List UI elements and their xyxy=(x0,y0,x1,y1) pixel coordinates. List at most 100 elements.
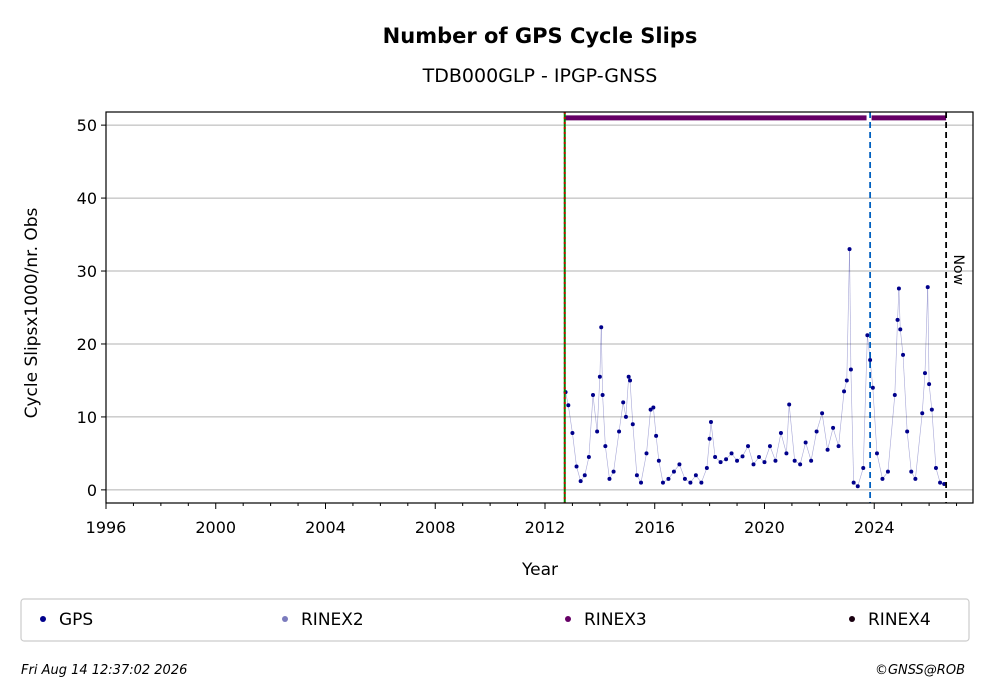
gps-point-40 xyxy=(718,460,723,465)
gps-connector-87 xyxy=(927,287,930,385)
gps-point-56 xyxy=(803,440,808,445)
gps-point-35 xyxy=(699,480,704,485)
gps-connector-12 xyxy=(602,395,606,447)
gps-point-58 xyxy=(814,429,819,434)
gps-point-81 xyxy=(905,429,910,434)
gps-point-41 xyxy=(724,457,729,462)
gps-point-74 xyxy=(880,476,885,481)
legend-label-rinex4: RINEX4 xyxy=(868,610,931,630)
gps-connector-78 xyxy=(897,288,900,320)
gps-point-11 xyxy=(600,393,605,398)
gps-connector-81 xyxy=(902,354,908,432)
x-axis-ticks: 1996 2000 2004 2008 2012 2016 2020 2024 xyxy=(86,503,958,537)
xtick-label-2004: 2004 xyxy=(305,518,346,537)
gps-point-76 xyxy=(892,393,897,398)
plot-frame xyxy=(105,111,974,504)
gps-connector-88 xyxy=(928,384,933,410)
gps-point-64 xyxy=(844,378,849,383)
gps-point-53 xyxy=(787,402,792,407)
xtick-label-2020: 2020 xyxy=(744,518,785,537)
y-axis-label: Cycle Slipsx1000/nr. Obs xyxy=(22,207,42,418)
gps-connector-84 xyxy=(915,413,923,479)
legend-marker-gps xyxy=(40,616,46,622)
gps-connector-6 xyxy=(584,456,590,476)
legend-box xyxy=(20,598,970,642)
gps-connector-49 xyxy=(764,446,771,463)
gps-point-86 xyxy=(925,285,930,290)
gps-point-5 xyxy=(582,473,587,478)
gps-point-70 xyxy=(865,333,870,338)
gps-connector-89 xyxy=(931,409,937,469)
gps-point-30 xyxy=(671,469,676,474)
gps-point-9 xyxy=(597,374,602,379)
legend-label-rinex2: RINEX2 xyxy=(301,610,364,630)
gps-connector-57 xyxy=(805,442,812,461)
gps-connector-85 xyxy=(921,373,926,414)
gps-connector-56 xyxy=(799,442,806,465)
gps-point-89 xyxy=(933,465,938,470)
gps-point-75 xyxy=(885,469,890,474)
gps-point-19 xyxy=(628,378,633,383)
now-label: Now xyxy=(950,255,966,286)
gps-connector-52 xyxy=(780,432,787,454)
gps-point-12 xyxy=(603,444,608,449)
gps-connector-38 xyxy=(709,422,712,439)
gps-connector-18 xyxy=(625,376,629,417)
gps-point-80 xyxy=(901,352,906,357)
gps-point-87 xyxy=(927,382,932,387)
event-lines: Now xyxy=(563,112,966,503)
gps-point-21 xyxy=(634,473,639,478)
gps-connector-37 xyxy=(706,438,710,469)
grid-lines xyxy=(106,124,973,491)
xtick-label-2008: 2008 xyxy=(415,518,456,537)
gps-point-29 xyxy=(666,476,671,481)
gps-point-63 xyxy=(842,389,847,394)
gps-connector-86 xyxy=(924,287,929,374)
gps-point-6 xyxy=(586,455,591,460)
gps-connector-70 xyxy=(862,335,868,468)
gps-connector-46 xyxy=(747,446,754,465)
gps-connector-10 xyxy=(599,327,602,377)
ytick-label-50: 50 xyxy=(77,116,97,135)
gps-point-60 xyxy=(825,447,830,452)
gps-point-77 xyxy=(895,317,900,322)
footer-credit: ©GNSS@ROB xyxy=(875,663,965,678)
gps-connector-79 xyxy=(898,288,901,330)
gps-point-73 xyxy=(874,451,879,456)
gps-point-84 xyxy=(920,411,925,416)
gps-connector-28 xyxy=(658,460,664,483)
gps-point-28 xyxy=(660,480,665,485)
gps-point-66 xyxy=(848,367,853,372)
gps-point-15 xyxy=(617,429,622,434)
gps-point-27 xyxy=(656,458,661,463)
gps-point-62 xyxy=(836,444,841,449)
gps-connector-9 xyxy=(596,376,601,432)
gps-point-3 xyxy=(574,464,579,469)
legend-label-gps: GPS xyxy=(59,610,93,630)
gps-point-49 xyxy=(767,444,772,449)
xtick-label-2000: 2000 xyxy=(195,518,236,537)
gps-point-72 xyxy=(870,385,875,390)
gps-point-46 xyxy=(751,462,756,467)
gps-point-36 xyxy=(704,465,709,470)
gps-point-4 xyxy=(578,479,583,484)
gps-point-34 xyxy=(693,473,698,478)
gps-point-7 xyxy=(591,393,596,398)
legend-marker-rinex3 xyxy=(565,616,571,622)
gps-connector-27 xyxy=(655,435,660,461)
gps-point-57 xyxy=(809,458,814,463)
data-layer xyxy=(563,115,947,489)
gps-connector-4 xyxy=(576,466,581,482)
gps-point-1 xyxy=(566,403,571,408)
gps-point-26 xyxy=(654,433,659,438)
gps-point-71 xyxy=(868,358,873,363)
gps-connector-59 xyxy=(816,413,823,432)
gps-point-25 xyxy=(651,405,656,410)
legend-marker-rinex2 xyxy=(282,616,288,622)
gps-connector-90 xyxy=(935,467,941,483)
footer-timestamp: Fri Aug 14 12:37:02 2026 xyxy=(21,663,187,678)
gps-connector-54 xyxy=(788,404,795,461)
gps-point-37 xyxy=(707,436,712,441)
gps-connector-7 xyxy=(588,395,594,458)
